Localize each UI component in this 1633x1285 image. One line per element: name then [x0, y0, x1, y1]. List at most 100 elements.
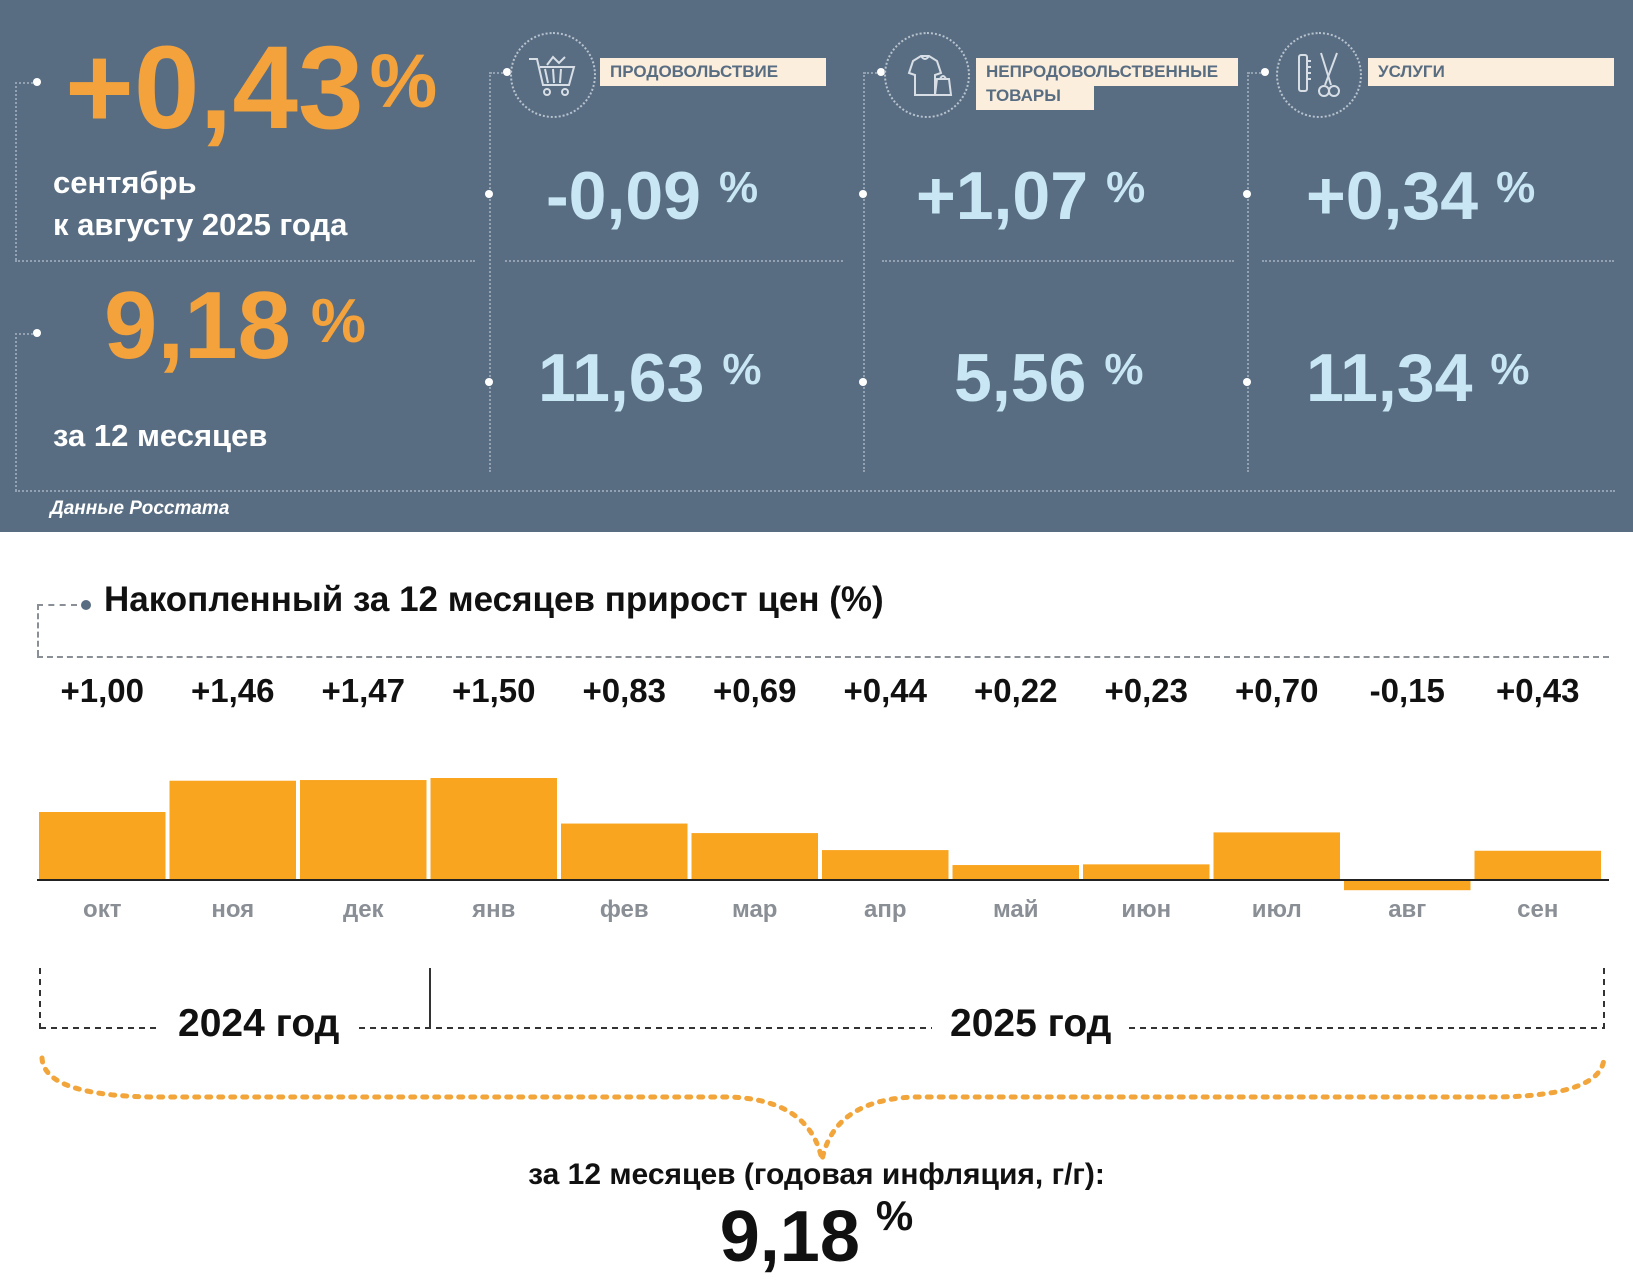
services-monthly-value: +0,34% — [1306, 160, 1535, 232]
annual-caption: за 12 месяцев — [53, 418, 268, 453]
clothing-icon — [884, 32, 970, 118]
monthly-inflation-number: +0,43 — [65, 22, 364, 154]
frame-line — [1247, 72, 1249, 472]
monthly-caption-line2: к августу 2025 года — [53, 207, 348, 242]
monthly-caption-line1: сентябрь — [53, 165, 197, 200]
divider-line — [1262, 260, 1614, 262]
title-connector-line — [37, 604, 77, 606]
food-annual-pct: % — [722, 345, 762, 394]
shopping-cart-icon — [510, 32, 596, 118]
bar-июл — [1213, 832, 1340, 880]
frame-line — [863, 72, 865, 472]
category-label-май: май — [993, 896, 1039, 923]
frame-line — [489, 72, 491, 472]
value-label-окт: +1,00 — [61, 672, 145, 709]
category-label-дек: дек — [343, 896, 385, 923]
title-bullet — [81, 600, 91, 610]
food-monthly-value: -0,09% — [546, 160, 758, 232]
scissors-comb-icon — [1276, 32, 1362, 118]
bullet-dot — [33, 329, 41, 337]
food-annual-value: 11,63% — [538, 342, 762, 414]
years-bracket — [39, 968, 1607, 1161]
category-label-апр: апр — [864, 896, 907, 923]
value-label-апр: +0,44 — [844, 672, 928, 709]
annual-inflation-total-number: 9,18 — [719, 1197, 860, 1277]
bar-мар — [691, 833, 818, 880]
value-label-сен: +0,43 — [1496, 672, 1580, 709]
bullet-dot — [33, 78, 41, 86]
annual-inflation-value: 9,18% — [104, 276, 366, 376]
category-label-мар: мар — [732, 896, 777, 923]
bullet-dot — [1243, 190, 1251, 198]
nonfood-monthly-number: +1,07 — [916, 158, 1089, 234]
services-monthly-pct: % — [1496, 163, 1536, 212]
annual-inflation-number: 9,18 — [104, 272, 291, 379]
value-label-май: +0,22 — [974, 672, 1058, 709]
value-label-фев: +0,83 — [583, 672, 667, 709]
nonfood-monthly-pct: % — [1106, 163, 1146, 212]
bar-авг — [1344, 880, 1471, 891]
category-label-nonfood-line2: ТОВАРЫ — [986, 86, 1061, 105]
divider-line — [15, 260, 475, 262]
divider-line — [505, 260, 843, 262]
monthly-cpi-bar-chart: +1,00 окт +1,46 ноя +1,47 дек +1,50 янв +0,83 фев… — [37, 672, 1609, 923]
frame-line — [864, 72, 884, 74]
bullet-dot — [1261, 68, 1269, 76]
category-label-services: УСЛУГИ — [1368, 58, 1614, 86]
bullet-dot — [859, 190, 867, 198]
value-label-мар: +0,69 — [713, 672, 797, 709]
category-label-nonfood-line1: НЕПРОДОВОЛЬСТВЕННЫЕ — [986, 62, 1219, 81]
chart-title: Накопленный за 12 месяцев прирост цен (%… — [104, 580, 884, 619]
annual-inflation-pct: % — [310, 287, 366, 356]
nonfood-monthly-value: +1,07% — [916, 160, 1145, 232]
bar-дек — [300, 780, 427, 880]
monthly-inflation-pct: % — [369, 39, 438, 124]
divider-line — [15, 490, 1615, 492]
frame-line — [1248, 72, 1268, 74]
year-label-2024: 2024 год — [160, 1002, 358, 1046]
monthly-inflation-value: +0,43% — [65, 28, 437, 148]
category-label-июн: июн — [1121, 896, 1171, 923]
category-label-сен: сен — [1517, 896, 1558, 923]
services-annual-number: 11,34 — [1306, 340, 1473, 416]
frame-line — [490, 72, 510, 74]
chart-top-divider — [37, 656, 1609, 658]
frame-line — [15, 333, 17, 491]
category-label-авг: авг — [1388, 896, 1426, 923]
value-label-янв: +1,50 — [452, 672, 536, 709]
category-label-окт: окт — [83, 896, 122, 923]
value-label-июл: +0,70 — [1235, 672, 1319, 709]
nonfood-annual-value: 5,56% — [954, 342, 1143, 414]
summary-panel: +0,43% сентябрь к августу 2025 года 9,18… — [0, 0, 1633, 532]
bar-сен — [1474, 850, 1601, 880]
category-label-янв: янв — [471, 896, 515, 923]
category-label-фев: фев — [600, 896, 649, 923]
bar-май — [952, 865, 1079, 880]
value-label-авг: -0,15 — [1370, 672, 1445, 709]
frame-line — [15, 82, 37, 84]
food-monthly-pct: % — [719, 163, 759, 212]
bar-июн — [1083, 864, 1210, 880]
bar-ноя — [169, 780, 296, 880]
services-annual-value: 11,34% — [1306, 342, 1530, 414]
annual-inflation-total: 9,18% — [0, 1192, 1633, 1278]
bar-апр — [822, 850, 949, 880]
services-monthly-number: +0,34 — [1306, 158, 1479, 234]
value-label-июн: +0,23 — [1105, 672, 1189, 709]
category-label-июл: июл — [1252, 896, 1302, 923]
category-label-ноя: ноя — [211, 896, 254, 923]
bullet-dot — [859, 378, 867, 386]
nonfood-annual-pct: % — [1104, 345, 1144, 394]
annual-inflation-total-pct: % — [875, 1192, 914, 1239]
annual-inflation-caption: за 12 месяцев (годовая инфляция, г/г): — [528, 1158, 1105, 1191]
category-label-nonfood-2: ТОВАРЫ — [976, 82, 1094, 110]
bullet-dot — [503, 68, 511, 76]
category-label-food: ПРОДОВОЛЬСТВИЕ — [600, 58, 826, 86]
value-label-ноя: +1,46 — [191, 672, 275, 709]
value-label-дек: +1,47 — [322, 672, 406, 709]
data-source-note: Данные Росстата — [50, 498, 230, 519]
frame-line — [15, 82, 17, 260]
frame-line — [15, 333, 37, 335]
bullet-dot — [485, 190, 493, 198]
monthly-caption: сентябрь к августу 2025 года — [53, 162, 347, 246]
